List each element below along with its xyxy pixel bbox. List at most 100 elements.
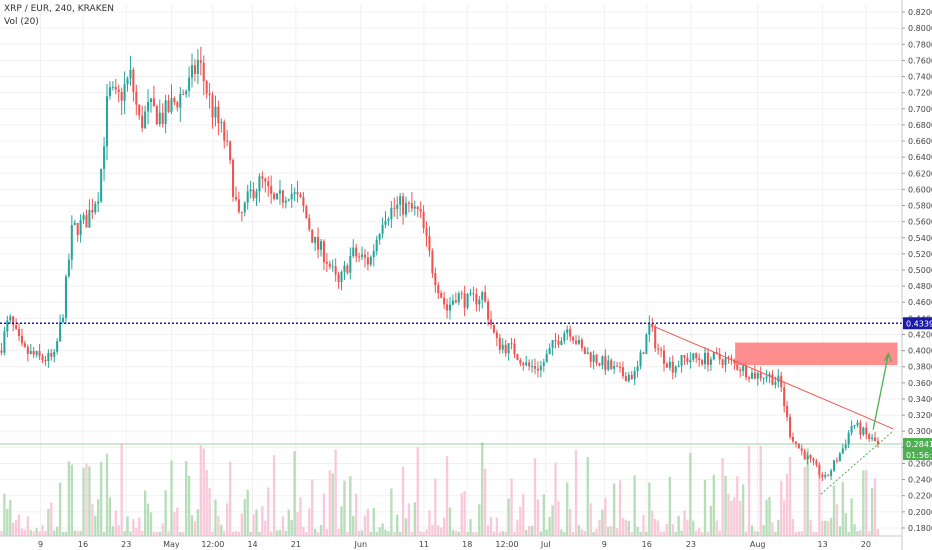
candle-body: [689, 359, 692, 363]
candle-body: [94, 203, 97, 213]
volume-bar: [513, 532, 516, 536]
candle-body: [838, 453, 841, 462]
price-tick-label: 0.48000: [908, 282, 932, 291]
volume-bar: [173, 512, 176, 536]
price-tick-label: 0.56000: [908, 218, 932, 227]
volume-bar: [560, 529, 563, 536]
volume-bar: [598, 520, 601, 536]
volume-bar: [715, 520, 718, 536]
candle-body: [29, 350, 32, 355]
volume-bar: [416, 447, 419, 536]
candle-body: [205, 81, 208, 94]
candle-body: [361, 254, 364, 257]
candle-body: [844, 444, 847, 449]
volume-bar: [850, 498, 853, 536]
candle-body: [434, 273, 437, 286]
volume-bar: [378, 527, 381, 536]
candle-body: [152, 98, 155, 107]
volume-bar: [0, 531, 3, 536]
candle-body: [287, 199, 290, 201]
volume-bar: [117, 525, 120, 536]
volume-indicator-label: Vol (20): [4, 17, 39, 27]
projection-arrow-head: [883, 352, 893, 363]
candle-body: [709, 359, 712, 365]
volume-bar: [756, 531, 759, 536]
volume-bar: [730, 500, 733, 536]
volume-bar: [794, 531, 798, 536]
volume-bar: [375, 531, 378, 536]
volume-bar: [182, 532, 185, 536]
volume-bar: [645, 531, 648, 536]
candle-body: [378, 233, 381, 240]
volume-bar: [566, 482, 569, 536]
candle-body: [865, 427, 868, 435]
volume-bar: [580, 529, 584, 536]
candle-body: [437, 285, 440, 294]
volume-bar: [668, 476, 672, 536]
chart-grid: [0, 4, 902, 536]
volume-bar: [26, 516, 30, 536]
price-tick-label: 0.18000: [908, 524, 932, 533]
volume-bar: [847, 532, 850, 536]
volume-bar: [832, 485, 836, 536]
volume-bar: [217, 515, 220, 536]
candle-body: [762, 377, 765, 379]
candle-body: [745, 365, 748, 378]
price-tick-label: 0.54000: [908, 234, 932, 243]
volume-bar: [302, 526, 305, 536]
volume-bar: [557, 501, 560, 536]
volume-bar: [501, 531, 504, 536]
candle-body: [586, 352, 589, 355]
price-axis[interactable]: 0.82000 0.80000 0.78000 0.76000 0.74000 0.720…: [901, 0, 932, 550]
volume-bar: [539, 531, 543, 536]
candle-body: [803, 450, 806, 460]
price-tick-label: 0.24000: [908, 476, 932, 485]
candle-body: [217, 106, 220, 124]
volume-bar: [437, 525, 440, 536]
volume-bar: [700, 531, 704, 536]
candle-body: [572, 336, 575, 341]
candle-body: [384, 220, 387, 225]
volume-bar: [322, 493, 326, 536]
candle-body: [856, 422, 859, 426]
volume-bar: [454, 530, 458, 536]
time-axis[interactable]: 9 16 23 May 12:00 14 21 Jun 11 18 12:00 Jul 9 16 23 Aug…: [0, 535, 902, 549]
candle-body: [756, 372, 759, 379]
candle-body: [777, 375, 780, 382]
candle-body: [422, 211, 425, 229]
candle-body: [346, 265, 349, 273]
candle-body: [595, 355, 598, 364]
volume-bar: [305, 531, 308, 536]
volume-bar: [434, 478, 437, 536]
candle-body: [53, 351, 56, 357]
volume-bar: [780, 480, 783, 536]
candle-body: [305, 206, 308, 219]
volume-bar: [167, 530, 170, 536]
candle-body: [736, 363, 739, 370]
candle-body: [580, 339, 583, 348]
price-tick-label: 0.52000: [908, 250, 932, 259]
volume-bar: [736, 476, 739, 536]
candle-body: [528, 362, 531, 367]
candle-body: [613, 365, 616, 369]
volume-bar: [489, 516, 493, 536]
candle-body: [428, 236, 431, 251]
volume-bar: [334, 449, 337, 536]
candle-body: [577, 339, 580, 344]
volume-bar: [530, 525, 534, 536]
candle-body: [698, 358, 701, 361]
candle-body: [604, 356, 607, 370]
volume-bar: [495, 517, 499, 536]
candle-body: [786, 406, 789, 417]
candle-body: [545, 354, 548, 363]
price-tick-label: 0.30000: [908, 427, 932, 436]
candle-body: [35, 351, 38, 355]
candle-body: [73, 222, 76, 226]
price-tick-label: 0.80000: [908, 24, 932, 33]
candle-body: [328, 263, 331, 267]
candle-body: [135, 91, 138, 105]
time-tick-label: 12:00: [201, 540, 224, 549]
volume-bar: [451, 529, 455, 536]
volume-bar: [510, 478, 513, 536]
